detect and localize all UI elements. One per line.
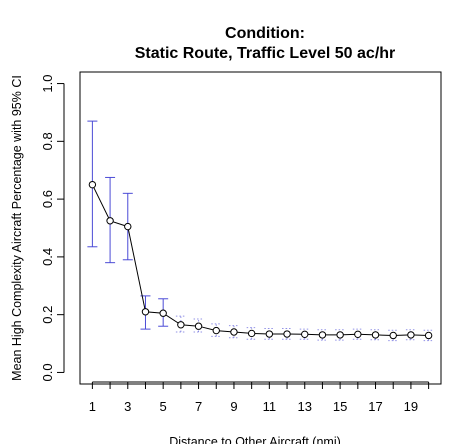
data-point bbox=[354, 330, 362, 339]
x-tick-label: 1 bbox=[89, 399, 96, 414]
data-point bbox=[159, 309, 167, 317]
data-point bbox=[336, 331, 344, 339]
y-tick-label: 0.6 bbox=[40, 190, 55, 208]
x-axis: 1 3 5 7 9 11 13 15 17 19 bbox=[89, 381, 430, 414]
data-point bbox=[318, 331, 327, 339]
data-point bbox=[106, 217, 114, 225]
data-point bbox=[141, 308, 150, 316]
error-bar bbox=[317, 329, 328, 341]
x-tick-label: 7 bbox=[195, 399, 202, 414]
error-bars bbox=[87, 120, 434, 342]
error-bar bbox=[264, 328, 275, 340]
x-tick-label: 11 bbox=[263, 399, 277, 414]
data-point bbox=[301, 330, 309, 339]
data-point bbox=[265, 330, 274, 338]
x-tick-label: 5 bbox=[160, 399, 167, 414]
y-tick-label: 0.8 bbox=[40, 132, 55, 150]
y-tick-label: 1.0 bbox=[40, 75, 55, 93]
data-point bbox=[371, 331, 380, 339]
error-bar bbox=[228, 325, 239, 339]
error-bar bbox=[335, 329, 346, 341]
x-tick-label: 17 bbox=[368, 399, 382, 414]
data-point bbox=[124, 222, 132, 231]
error-bar bbox=[211, 323, 222, 337]
data-point bbox=[88, 180, 97, 189]
x-axis-label: Distance to Other Aircraft (nmi) bbox=[169, 435, 341, 444]
x-tick-label: 9 bbox=[230, 399, 237, 414]
x-tick-label: 15 bbox=[333, 399, 347, 414]
data-point bbox=[230, 328, 238, 336]
data-point bbox=[177, 321, 185, 329]
y-tick-label: 0.0 bbox=[40, 363, 55, 381]
data-points bbox=[88, 180, 433, 340]
y-tick-label: 0.4 bbox=[40, 248, 55, 266]
error-bar bbox=[246, 327, 257, 340]
error-bar bbox=[193, 318, 204, 333]
plot-area-box bbox=[79, 71, 442, 385]
data-point bbox=[283, 330, 291, 338]
chart-title-line2: Static Route, Traffic Level 50 ac/hr bbox=[135, 45, 396, 62]
x-tick-label: 13 bbox=[298, 399, 312, 414]
error-bar bbox=[423, 329, 434, 342]
error-bar bbox=[388, 329, 399, 342]
y-tick-label: 0.2 bbox=[40, 306, 55, 324]
data-point bbox=[247, 329, 256, 338]
y-axis: 0.0 0.2 0.4 0.6 0.8 1.0 bbox=[40, 75, 65, 381]
data-point bbox=[389, 331, 397, 340]
x-tick-label: 19 bbox=[404, 399, 418, 414]
x-tick-label: 3 bbox=[124, 399, 131, 414]
data-point bbox=[424, 331, 433, 340]
chart-title-line1: Condition: bbox=[225, 25, 305, 42]
data-point bbox=[212, 326, 220, 335]
data-point bbox=[407, 331, 415, 339]
data-point bbox=[194, 322, 203, 330]
error-bar bbox=[282, 328, 293, 340]
y-axis-label: Mean High Complexity Aircraft Percentage… bbox=[10, 75, 24, 381]
